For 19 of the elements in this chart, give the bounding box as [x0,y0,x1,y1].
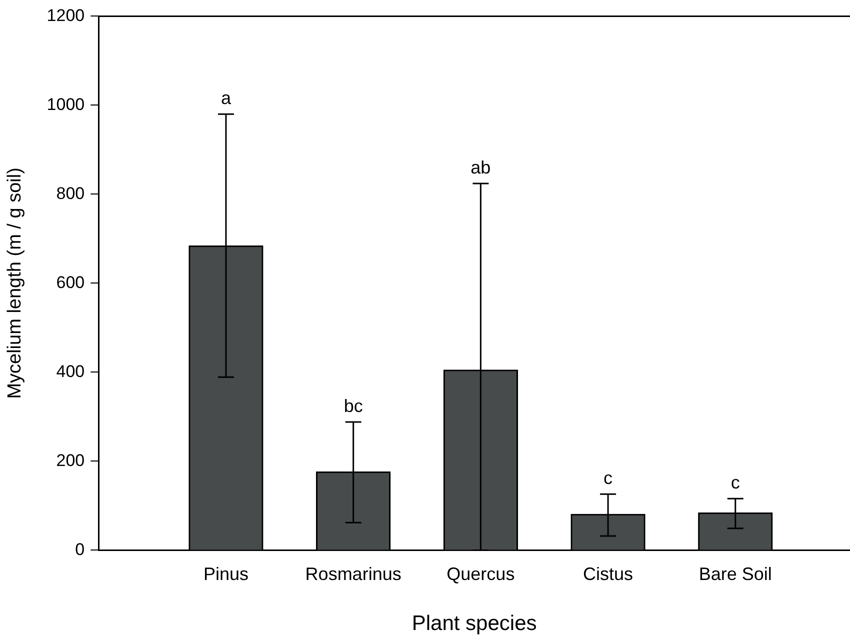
y-tick-label: 1200 [46,6,85,25]
annotation: c [604,468,613,488]
y-tick-label: 200 [56,450,85,470]
annotation: bc [344,396,363,416]
annotation: ab [470,157,491,178]
x-tick-label: Cistus [583,564,634,584]
y-tick-label: 1000 [46,94,85,114]
y-axis-title: Mycelium length (m / g soil) [4,168,26,399]
y-tick-label: 0 [75,540,85,559]
x-tick-label: Pinus [203,564,248,584]
y-tick-label: 800 [56,184,85,203]
x-axis-title: Plant species [412,612,537,636]
x-tick-label: Quercus [446,564,515,584]
y-tick-label: 400 [56,362,85,381]
annotation: a [220,88,232,108]
x-tick-label: Rosmarinus [305,564,402,584]
x-tick-label: Bare Soil [698,564,772,584]
y-tick-label: 600 [56,272,85,292]
annotation: c [730,472,740,493]
